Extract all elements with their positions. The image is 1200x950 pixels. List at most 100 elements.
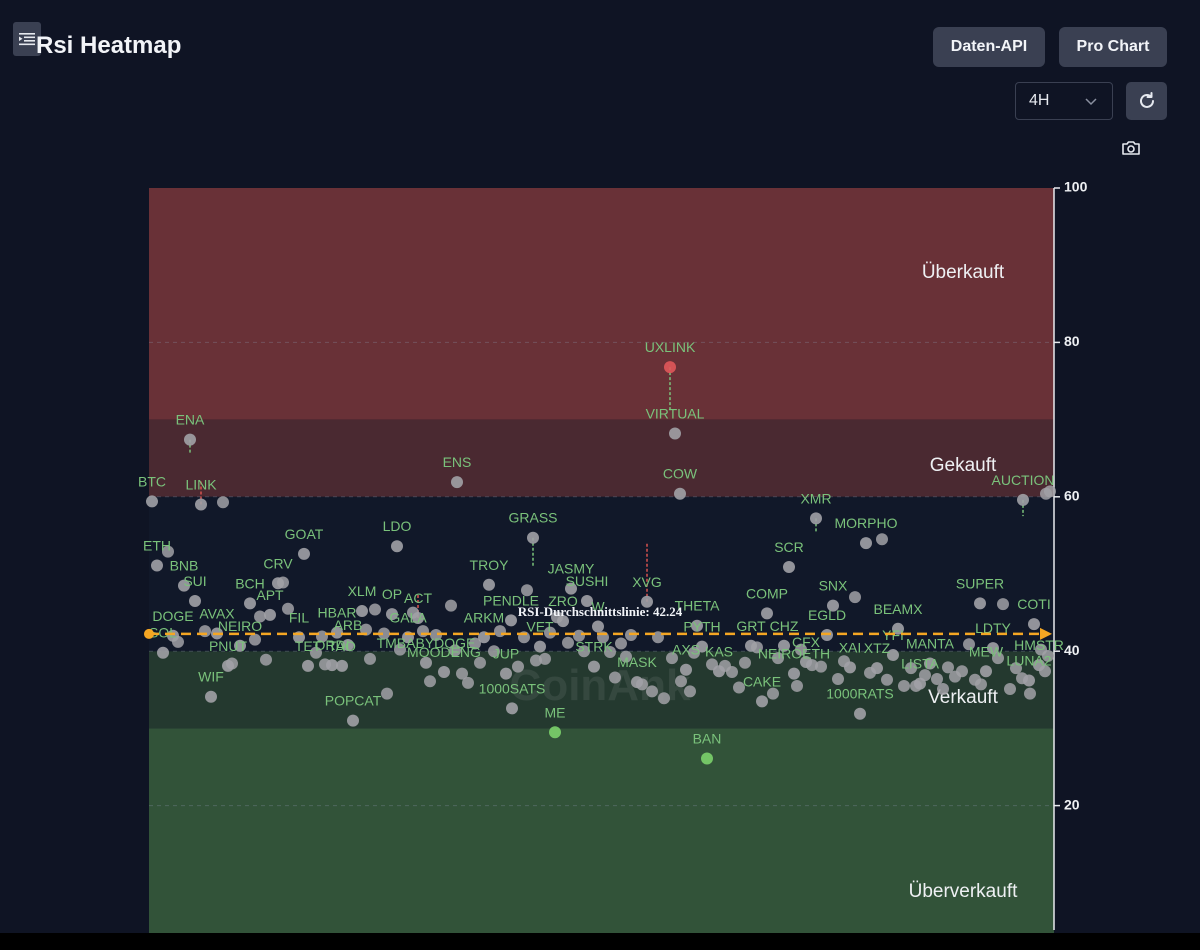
menu-icon — [19, 33, 35, 46]
coin-dot — [675, 675, 687, 688]
refresh-icon — [1139, 92, 1154, 108]
coin-label: COW — [663, 466, 698, 482]
coin-dot — [254, 610, 266, 623]
coin-dot — [264, 608, 276, 621]
coin-dot — [506, 702, 518, 715]
coin-label: ARKM — [464, 609, 504, 625]
timeframe-value: 4H — [1029, 92, 1050, 109]
coin-dot — [336, 659, 348, 672]
coin-dot — [844, 661, 856, 674]
coin-label: PENDLE — [483, 592, 539, 608]
pro-chart-button[interactable]: Pro Chart — [1059, 27, 1167, 67]
coin-label: CHZ — [770, 618, 799, 634]
average-start-dot — [144, 628, 154, 639]
coin-dot — [189, 595, 201, 608]
coin-dot — [445, 599, 457, 612]
zone-label: Gekauft — [930, 455, 997, 476]
coin-dot — [924, 657, 936, 670]
data-api-button[interactable]: Daten-API — [933, 27, 1045, 67]
coin-label: ENA — [176, 412, 205, 428]
coin-dot — [244, 597, 256, 610]
coin-label: ETH — [143, 538, 171, 554]
coin-dot — [364, 652, 376, 665]
coin-dot — [369, 603, 381, 616]
coin-dot — [997, 598, 1009, 611]
coin-dot — [761, 607, 773, 620]
zone-band — [149, 728, 1054, 950]
coin-dot — [666, 652, 678, 665]
coin-dot — [646, 685, 658, 698]
coin-label: NEIRO — [218, 618, 262, 634]
coin-dot — [1044, 485, 1056, 498]
y-tick-label: 60 — [1064, 488, 1080, 504]
coin-label: SUI — [183, 573, 206, 589]
coin-dot — [937, 683, 949, 696]
coin-label: ENS — [443, 454, 472, 470]
coin-dot — [326, 659, 338, 672]
coin-label: BCH — [235, 575, 265, 591]
coin-dot — [992, 652, 1004, 665]
coin-dot — [565, 582, 577, 595]
coin-dot — [302, 659, 314, 672]
coin-label: PNUT — [209, 638, 248, 654]
coin-dot — [222, 659, 234, 672]
zone-band — [149, 188, 1054, 420]
coin-label: XLM — [348, 583, 377, 599]
coin-label: XTZ — [864, 640, 891, 656]
coin-label: AUCTION — [992, 472, 1055, 488]
zone-label: Überkauft — [922, 262, 1005, 283]
coin-label: 1000RATS — [826, 686, 893, 702]
coin-dot — [620, 650, 632, 663]
coin-dot — [974, 597, 986, 610]
coin-dot — [914, 677, 926, 690]
coin-dot — [494, 625, 506, 638]
coin-dot — [162, 545, 174, 558]
coin-label: LDO — [383, 518, 412, 534]
coin-dot — [331, 626, 343, 639]
coin-label: SUPER — [956, 575, 1004, 591]
coin-label: KAS — [705, 643, 733, 659]
coin-label: FIL — [289, 609, 309, 625]
coin-dot — [1010, 662, 1022, 675]
coin-dot — [810, 512, 822, 525]
menu-toggle-button[interactable] — [13, 22, 41, 56]
coin-dot — [381, 687, 393, 700]
coin-dot — [534, 640, 546, 653]
coin-dot — [157, 646, 169, 659]
coin-label: HBAR — [318, 605, 357, 621]
coin-label: GRT — [736, 618, 766, 634]
coin-dot — [778, 639, 790, 652]
coin-dot — [342, 639, 354, 652]
coin-dot — [521, 584, 533, 597]
coin-dot — [641, 595, 653, 608]
coin-label: LINK — [185, 477, 217, 493]
coin-dot — [691, 619, 703, 632]
refresh-button[interactable] — [1126, 82, 1167, 120]
coin-dot — [420, 656, 432, 669]
coin-dot — [424, 675, 436, 688]
coin-dot — [1017, 493, 1029, 506]
coin-dot — [451, 476, 463, 489]
coin-dot — [745, 639, 757, 652]
coin-dot — [234, 639, 246, 652]
coin-label: DOGE — [152, 608, 193, 624]
screenshot-button[interactable] — [1121, 138, 1141, 163]
coin-dot — [860, 537, 872, 550]
coin-label: XAI — [839, 639, 862, 655]
coin-label: W — [591, 598, 605, 614]
coin-dot — [391, 540, 403, 553]
coin-label: BNB — [170, 558, 199, 574]
coin-dot — [931, 672, 943, 685]
coin-dot — [298, 547, 310, 560]
coin-dot — [876, 533, 888, 546]
coin-dot — [898, 679, 910, 692]
coin-label: BTC — [138, 473, 166, 489]
coin-dot — [772, 652, 784, 665]
coin-label: HMSTR — [1014, 637, 1064, 653]
coin-dot — [669, 427, 681, 440]
coin-label: NEIROETH — [758, 646, 830, 662]
timeframe-select[interactable]: 4H — [1015, 82, 1113, 120]
coin-label: OP — [382, 586, 402, 602]
coin-dot — [815, 660, 827, 673]
coin-dot — [588, 660, 600, 673]
